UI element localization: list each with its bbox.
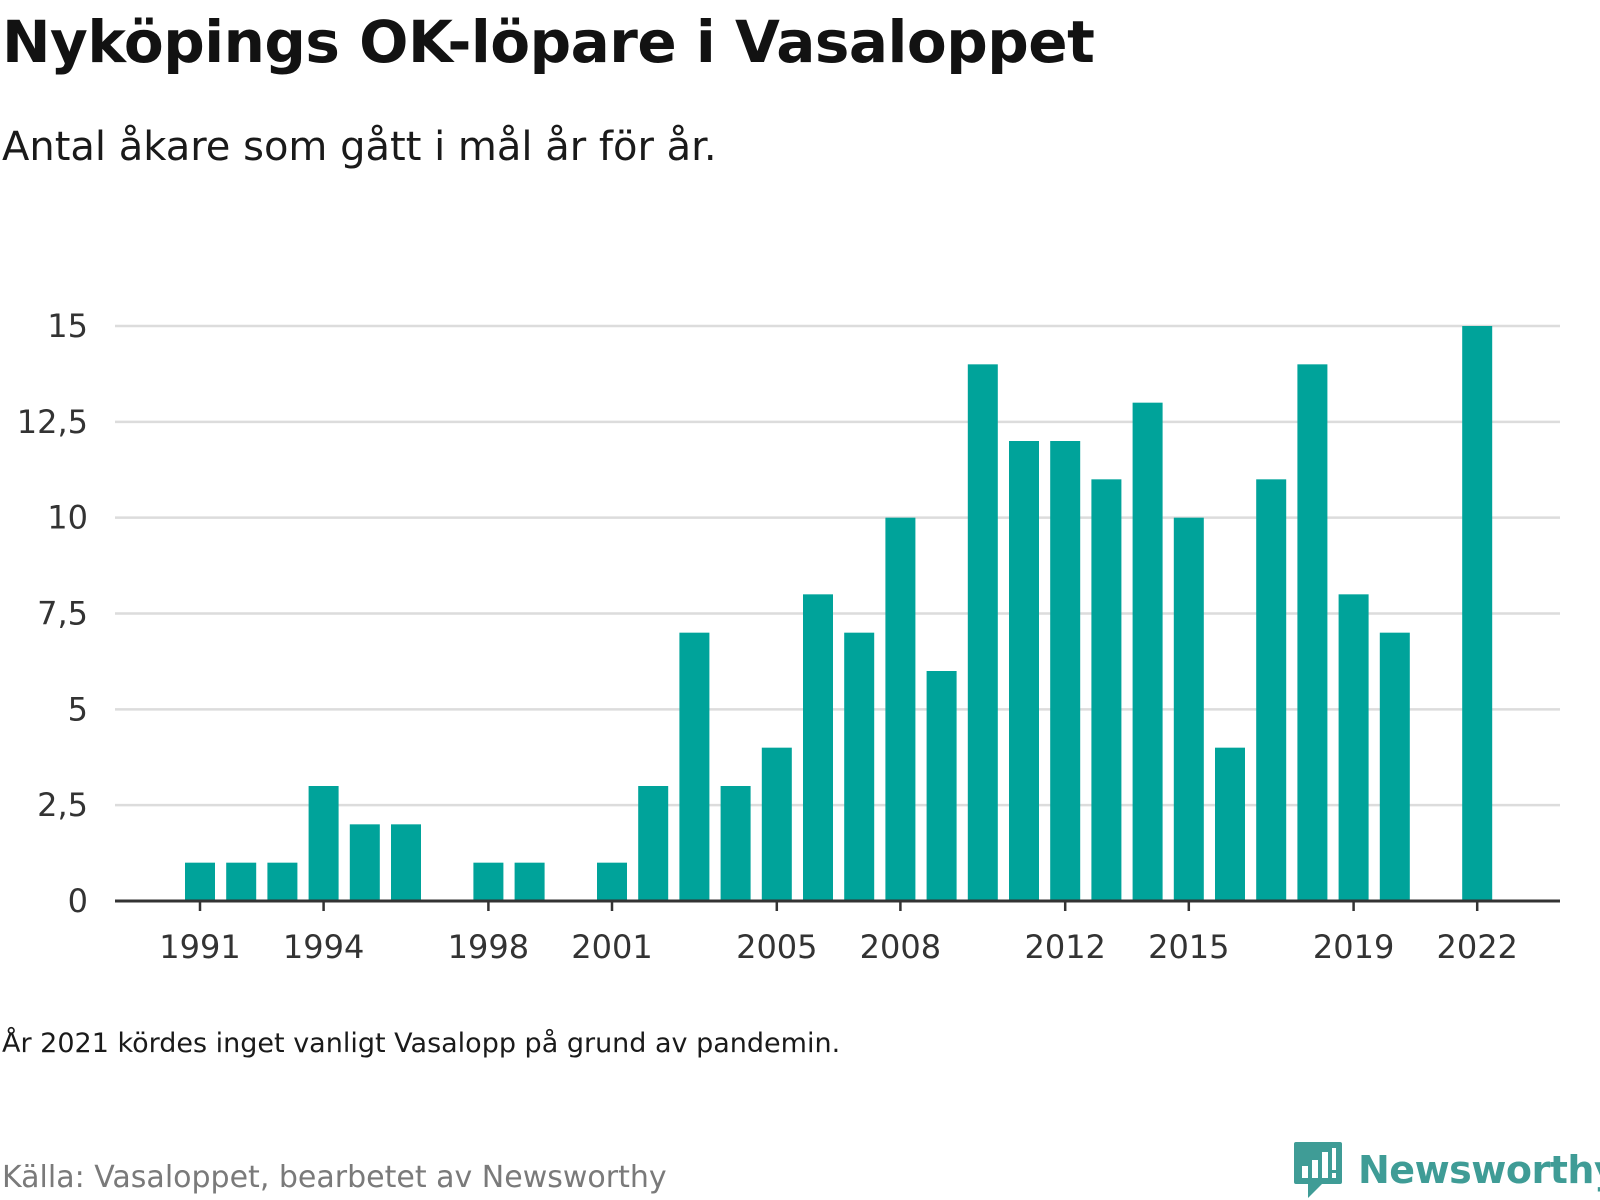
y-tick-label: 5 <box>68 690 88 728</box>
bar <box>1215 747 1245 901</box>
bar <box>1256 479 1287 901</box>
bar <box>267 862 298 901</box>
x-tick-label: 2019 <box>1313 928 1394 966</box>
bar <box>803 594 833 901</box>
x-tick-label: 2012 <box>1024 928 1105 966</box>
bar <box>1091 479 1122 901</box>
bar <box>844 632 875 901</box>
bar <box>885 517 916 901</box>
bars <box>185 326 1493 901</box>
bar <box>391 824 421 901</box>
chart-note: År 2021 kördes inget vanligt Vasalopp på… <box>2 1028 841 1059</box>
bar <box>926 671 957 901</box>
y-axis-labels: 0 2,5 5 7,5 10 12,5 15 <box>17 307 88 920</box>
y-tick-label: 15 <box>47 307 88 345</box>
x-axis: 1991 1994 1998 2001 2005 2008 2012 2015 2019 2022 <box>115 899 1560 966</box>
bar <box>1132 402 1163 901</box>
bar <box>638 786 669 901</box>
y-tick-label: 2,5 <box>37 786 88 824</box>
x-tick-label: 2001 <box>571 928 652 966</box>
newsworthy-logo: Newsworthy <box>1292 1140 1600 1200</box>
source-credit: Källa: Vasaloppet, bearbetet av Newswort… <box>2 1160 667 1195</box>
bar <box>473 862 504 901</box>
bar <box>1462 326 1493 901</box>
bar <box>226 862 257 901</box>
y-tick-label: 7,5 <box>37 595 88 633</box>
x-tick-label: 2005 <box>736 928 817 966</box>
bar <box>761 747 792 901</box>
bar <box>1379 632 1410 901</box>
x-tick-label: 1998 <box>448 928 529 966</box>
bar <box>967 364 998 901</box>
bar <box>308 786 339 901</box>
bar <box>1173 517 1204 901</box>
x-tick-label: 1991 <box>159 928 240 966</box>
bar <box>185 862 215 901</box>
bar <box>1338 594 1369 901</box>
bar <box>1009 441 1039 901</box>
chart-subtitle: Antal åkare som gått i mål år för år. <box>2 124 717 170</box>
bar-chart: 0 2,5 5 7,5 10 12,5 15 1991 1994 1998 2001 2005 200… <box>17 307 1560 966</box>
x-tick-label: 2008 <box>860 928 941 966</box>
logo-text: Newsworthy <box>1358 1148 1600 1192</box>
y-tick-label: 12,5 <box>17 403 88 441</box>
x-tick-label: 1994 <box>283 928 364 966</box>
y-tick-label: 0 <box>68 882 88 920</box>
bar <box>720 786 751 901</box>
y-tick-label: 10 <box>47 499 88 537</box>
bar <box>679 632 710 901</box>
bar <box>597 862 627 901</box>
newsworthy-logo-icon <box>1294 1142 1342 1198</box>
x-tick-label: 2022 <box>1436 928 1517 966</box>
bar <box>1050 441 1081 901</box>
bar <box>1297 364 1328 901</box>
chart-title: Nyköpings OK-löpare i Vasaloppet <box>2 8 1095 76</box>
bar <box>349 824 380 901</box>
bar <box>514 862 545 901</box>
x-tick-label: 2015 <box>1148 928 1229 966</box>
